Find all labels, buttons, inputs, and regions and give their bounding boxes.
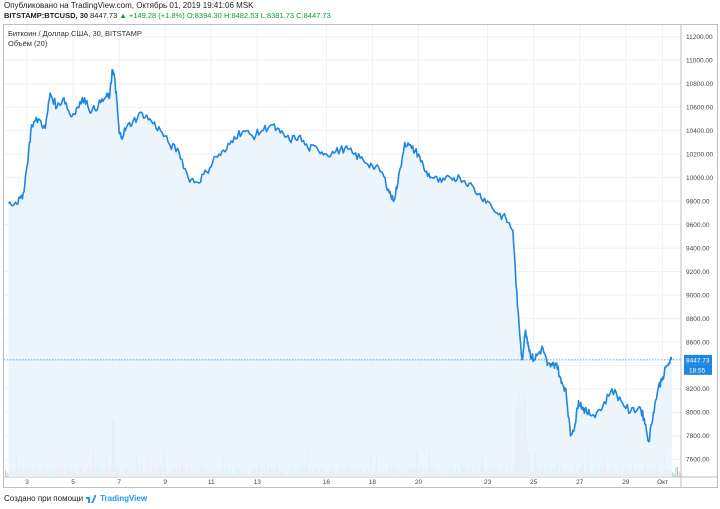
y-tick-label: 8600.00 xyxy=(686,339,710,346)
volume-bar xyxy=(6,472,8,477)
price-change: ▲ +149.28 (+1.8%) xyxy=(119,11,185,20)
close-value: C:8447.73 xyxy=(296,11,331,20)
footer-created-label: Создано при помощи xyxy=(4,494,84,503)
y-tick-label: 9200.00 xyxy=(686,269,710,276)
price-line xyxy=(7,68,673,443)
x-tick-label: 11 xyxy=(208,479,215,486)
y-tick-label: 9600.00 xyxy=(686,222,710,229)
y-tick-label: 7800.00 xyxy=(686,433,710,440)
y-tick-label: 8000.00 xyxy=(686,410,710,417)
last-price-tag xyxy=(684,354,712,365)
x-tick-label: 9 xyxy=(163,479,167,486)
price-area-fill xyxy=(8,69,672,477)
legend-volume: Объём (20) xyxy=(8,39,48,48)
x-tick-label: 18 xyxy=(369,479,377,486)
y-tick-label: 10200.00 xyxy=(686,151,713,158)
legend-title: Биткоин / Доллар США, 30, BITSTAMP xyxy=(8,29,142,38)
x-tick-label: 27 xyxy=(576,479,584,486)
symbol-label: BITSTAMP:BTCUSD, 30 xyxy=(4,11,89,20)
tradingview-brand[interactable]: TradingView xyxy=(86,494,147,503)
x-tick-label: 7 xyxy=(117,479,121,486)
volume-bar xyxy=(677,467,678,477)
y-tick-label: 9000.00 xyxy=(686,292,710,299)
tradingview-logo-icon xyxy=(86,494,97,503)
x-tick-label: 3 xyxy=(25,479,29,486)
volume-bar xyxy=(675,467,677,477)
x-tick-label: 13 xyxy=(254,479,262,486)
chart-legend: Биткоин / Доллар США, 30, BITSTAMP Объём… xyxy=(8,29,142,49)
y-tick-label: 10800.00 xyxy=(686,81,713,88)
volume-bar xyxy=(672,472,674,477)
y-tick-label: 8200.00 xyxy=(686,386,710,393)
x-tick-label: Окт xyxy=(657,479,668,486)
volume-bar xyxy=(678,471,680,477)
ticker-summary: BITSTAMP:BTCUSD, 30 8447.73 ▲ +149.28 (+… xyxy=(4,11,331,20)
tradingview-brand-label: TradingView xyxy=(100,494,148,503)
volume-bar xyxy=(5,470,6,477)
low-value: L:8381.73 xyxy=(260,11,295,20)
x-tick-label: 20 xyxy=(415,479,423,486)
y-tick-label: 11200.00 xyxy=(686,34,713,41)
volume-bar xyxy=(680,473,682,477)
high-value: H:8482.53 xyxy=(223,11,259,20)
countdown-tag xyxy=(684,364,712,375)
last-price: 8447.73 xyxy=(90,11,118,20)
published-caption: Опубликовано на TradingView.com, Октябрь… xyxy=(4,1,254,10)
y-tick-label: 10600.00 xyxy=(686,104,713,111)
volume-bar xyxy=(673,473,675,477)
y-tick-label: 10400.00 xyxy=(686,128,713,135)
chart-frame[interactable] xyxy=(3,24,718,488)
y-tick-label: 11000.00 xyxy=(686,58,713,65)
y-tick-label: 10000.00 xyxy=(686,175,713,182)
x-tick-label: 5 xyxy=(71,479,75,486)
footer: Создано при помощи TradingView xyxy=(4,494,147,503)
y-tick-label: 7600.00 xyxy=(686,457,710,464)
x-tick-label: 25 xyxy=(530,479,538,486)
y-tick-label: 9400.00 xyxy=(686,245,710,252)
y-tick-label: 9800.00 xyxy=(686,198,710,205)
y-tick-label: 8800.00 xyxy=(686,316,710,323)
x-tick-label: 29 xyxy=(622,479,630,486)
countdown-tag-label: 18:55 xyxy=(689,367,706,374)
x-tick-label: 23 xyxy=(484,479,492,486)
open-value: O:8394.30 xyxy=(186,11,222,20)
last-price-tag-label: 8447.73 xyxy=(686,357,710,364)
x-tick-label: 16 xyxy=(323,479,331,486)
